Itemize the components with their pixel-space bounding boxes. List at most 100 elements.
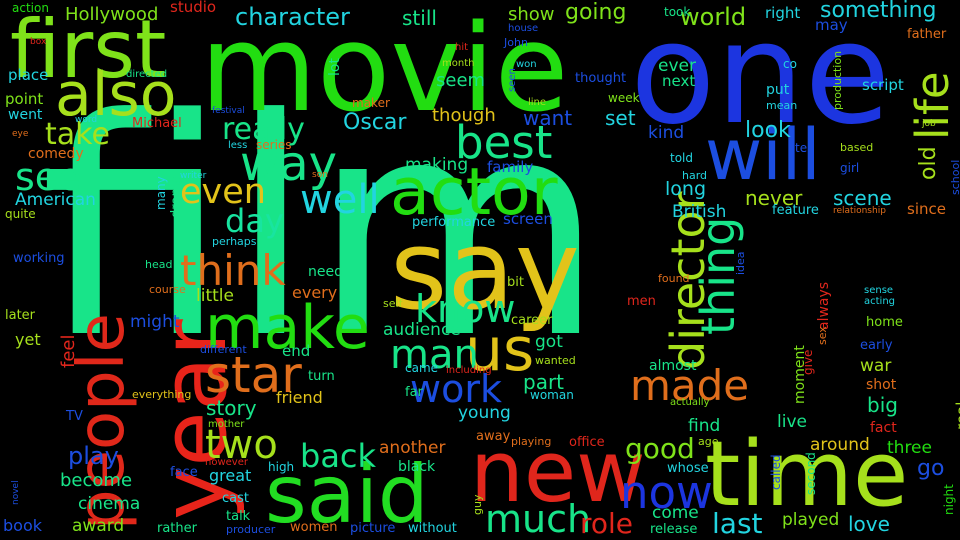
word-told: told <box>670 151 693 165</box>
word-point: point <box>5 90 44 108</box>
word-turn: turn <box>308 369 335 384</box>
word-role: role <box>580 507 634 540</box>
word-wanted: wanted <box>535 354 576 367</box>
word-directed: directed <box>126 69 168 80</box>
word-life: life <box>906 71 959 140</box>
word-high: high <box>268 460 295 474</box>
word-film: film <box>40 55 605 404</box>
word-actor: actor <box>390 155 558 230</box>
word-another: another <box>379 438 446 458</box>
word-big: big <box>867 393 898 417</box>
word-something: something <box>820 0 937 23</box>
word-action: action <box>12 1 49 15</box>
word-festival: festival <box>212 106 245 116</box>
word-whose: whose <box>667 461 709 476</box>
word-home: home <box>866 315 903 330</box>
word-black: black <box>398 459 436 475</box>
word-self: self <box>383 297 403 310</box>
word-later: later <box>5 308 36 323</box>
word-week: week <box>608 91 640 105</box>
word-box: box <box>30 37 47 47</box>
word-word: word <box>75 115 98 125</box>
word-real: real <box>953 401 960 430</box>
word-last: last <box>712 507 763 540</box>
word-however: however <box>205 457 248 468</box>
word-perhaps: perhaps <box>212 235 257 248</box>
word-work: work <box>410 367 502 411</box>
word-even: even <box>180 172 266 212</box>
word-including: including <box>446 365 492 376</box>
word-may: may <box>815 16 848 34</box>
word-ever: ever <box>658 56 696 76</box>
word-came: came <box>405 361 439 375</box>
word-american: American <box>15 190 96 210</box>
word-performance: performance <box>412 215 496 230</box>
word-good: good <box>625 432 695 465</box>
word-michael: Michael <box>132 116 182 131</box>
word-will: will <box>705 114 821 196</box>
word-award: award <box>72 516 125 536</box>
word-around: around <box>810 435 870 455</box>
word-found: found <box>658 272 690 285</box>
word-way: way <box>240 136 338 192</box>
word-called: called <box>769 454 783 490</box>
word-tell: tell <box>795 141 814 155</box>
word-relationship: relationship <box>833 206 886 216</box>
word-without: without <box>408 521 457 536</box>
word-sex: sex <box>816 326 829 345</box>
word-took: took <box>664 5 691 19</box>
word-idea: idea <box>734 251 747 275</box>
word-end: end <box>282 342 311 360</box>
word-co: co <box>783 57 797 71</box>
word-month: month <box>442 58 475 69</box>
word-script: script <box>862 76 904 94</box>
word-writer: writer <box>180 171 207 181</box>
word-second: second <box>804 452 818 495</box>
word-family: family <box>487 158 534 176</box>
word-school: school <box>949 159 960 195</box>
word-much: much <box>485 497 592 540</box>
word-seem: seem <box>436 70 486 91</box>
word-always: always <box>816 281 832 330</box>
word-day: day <box>225 202 284 240</box>
word-production: production <box>831 50 844 110</box>
word-british: British <box>672 202 727 222</box>
word-maker: maker <box>352 96 390 110</box>
word-us: us <box>465 315 535 385</box>
word-seen: seen <box>507 68 518 92</box>
word-drama: drama <box>169 175 184 218</box>
word-go: go <box>917 456 945 481</box>
word-little: little <box>196 286 234 306</box>
word-great: great <box>209 466 252 485</box>
word-played: played <box>782 510 840 530</box>
word-first: first <box>10 3 167 96</box>
word-feel: feel <box>58 334 79 369</box>
word-want: want <box>523 106 573 130</box>
word-son: son <box>312 170 328 180</box>
word-men: men <box>627 294 656 309</box>
word-well: well <box>300 177 380 223</box>
word-show: show <box>508 4 555 25</box>
word-movie: movie <box>200 0 569 139</box>
word-producer: producer <box>226 523 276 536</box>
word-look: look <box>745 118 791 143</box>
word-tv: TV <box>66 409 83 424</box>
word-long: long <box>665 178 707 200</box>
word-comedy: comedy <box>28 146 84 162</box>
word-away: away <box>476 429 511 444</box>
word-next: next <box>662 72 696 90</box>
word-said: said <box>265 448 429 540</box>
word-night: night <box>942 484 956 515</box>
word-everything: everything <box>132 388 192 401</box>
word-scene: scene <box>833 186 892 210</box>
word-cast: cast <box>222 491 249 506</box>
word-different: different <box>200 343 247 356</box>
word-picture: picture <box>350 521 396 536</box>
word-back: back <box>300 437 377 475</box>
word-father: father <box>907 27 947 42</box>
word-acting: acting <box>864 296 896 307</box>
word-story: story <box>206 396 257 420</box>
word-book: book <box>3 516 42 535</box>
word-talk: talk <box>226 509 251 524</box>
